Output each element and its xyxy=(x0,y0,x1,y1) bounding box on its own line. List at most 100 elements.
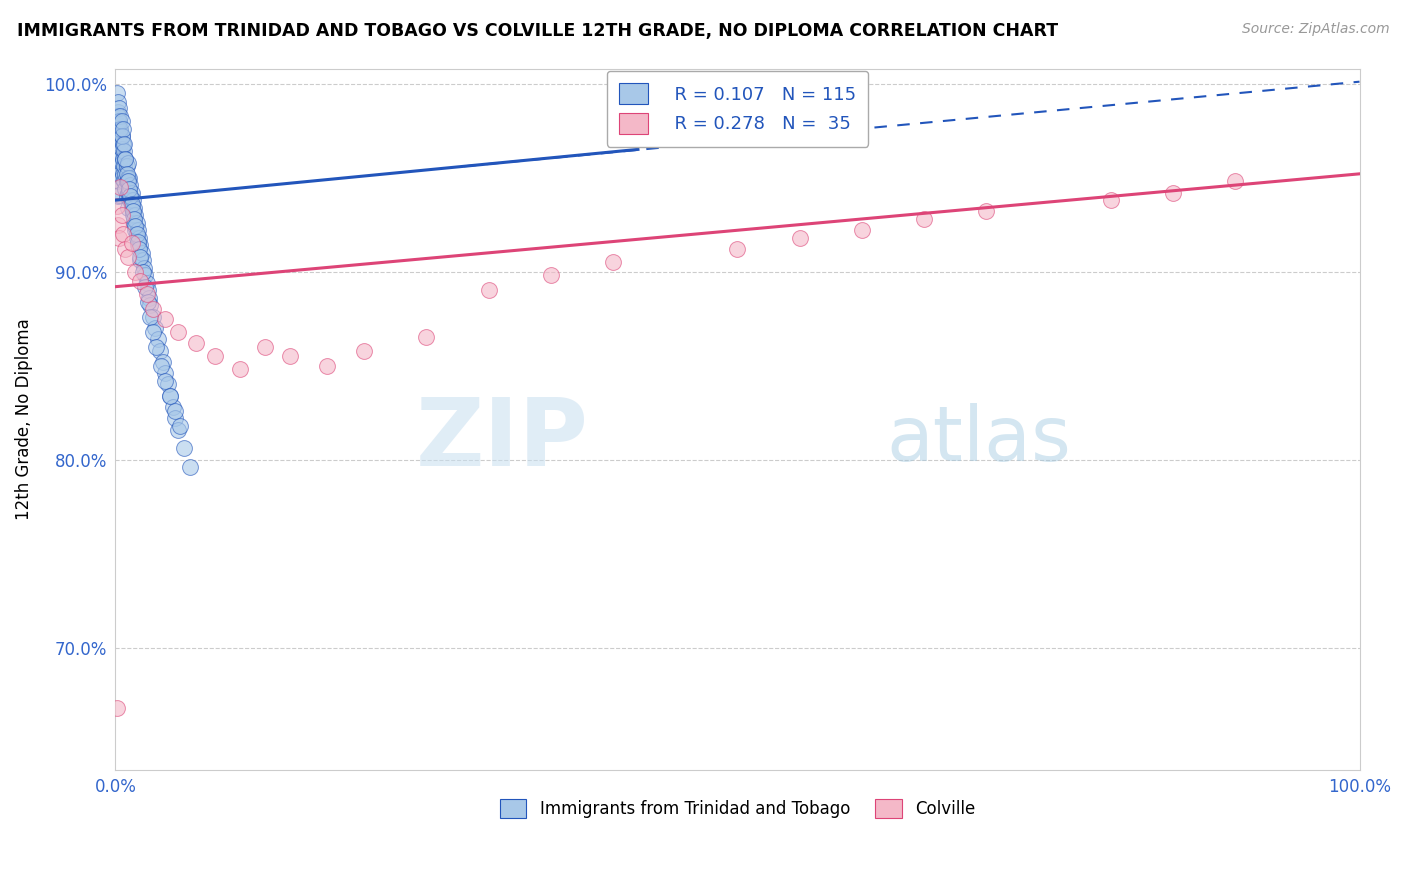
Point xyxy=(149,343,172,358)
Point xyxy=(111,136,134,151)
Point xyxy=(108,101,131,115)
Point xyxy=(124,219,146,234)
Point xyxy=(117,155,139,169)
Point xyxy=(143,321,166,335)
Point xyxy=(229,362,252,376)
Text: atlas: atlas xyxy=(887,403,1071,477)
Point xyxy=(121,208,143,222)
Point xyxy=(107,161,129,176)
Point xyxy=(110,121,132,136)
Point xyxy=(107,174,129,188)
Point xyxy=(111,121,134,136)
Point xyxy=(110,152,132,166)
Point xyxy=(111,152,134,166)
Point xyxy=(142,325,165,339)
Point xyxy=(105,199,128,213)
Point xyxy=(173,442,195,456)
Point xyxy=(118,170,141,185)
Point xyxy=(107,104,129,119)
Point xyxy=(150,359,173,373)
Text: IMMIGRANTS FROM TRINIDAD AND TOBAGO VS COLVILLE 12TH GRADE, NO DIPLOMA CORRELATI: IMMIGRANTS FROM TRINIDAD AND TOBAGO VS C… xyxy=(17,22,1057,40)
Point xyxy=(159,389,181,403)
Point xyxy=(108,174,131,188)
Text: ZIP: ZIP xyxy=(415,394,588,486)
Point xyxy=(110,167,132,181)
Point xyxy=(121,186,143,200)
Point xyxy=(136,294,159,309)
Point xyxy=(115,159,138,173)
Point xyxy=(139,298,162,312)
Point xyxy=(114,242,136,256)
Point xyxy=(108,114,131,128)
Point xyxy=(107,95,129,110)
Point xyxy=(118,182,141,196)
Point xyxy=(134,268,156,283)
Point xyxy=(110,136,132,151)
Point xyxy=(129,253,152,268)
Point xyxy=(111,208,134,222)
Point xyxy=(107,109,129,123)
Point xyxy=(851,223,873,237)
Point xyxy=(1161,186,1184,200)
Point xyxy=(108,114,131,128)
Point xyxy=(117,250,139,264)
Point xyxy=(112,145,135,159)
Point xyxy=(129,274,152,288)
Text: Source: ZipAtlas.com: Source: ZipAtlas.com xyxy=(1241,22,1389,37)
Point xyxy=(108,159,131,173)
Point xyxy=(204,349,226,363)
Point xyxy=(136,284,159,298)
Point xyxy=(155,374,177,388)
Point xyxy=(112,159,135,173)
Point xyxy=(125,227,148,241)
Point xyxy=(108,145,131,159)
Point xyxy=(115,167,138,181)
Point xyxy=(114,152,136,166)
Point xyxy=(125,216,148,230)
Point xyxy=(142,310,165,324)
Point xyxy=(278,349,301,363)
Point xyxy=(169,418,191,433)
Point xyxy=(122,201,145,215)
Point xyxy=(107,189,129,203)
Point xyxy=(117,201,139,215)
Point xyxy=(120,189,142,203)
Point xyxy=(135,287,157,301)
Point xyxy=(179,460,201,475)
Point xyxy=(152,355,174,369)
Point xyxy=(111,129,134,144)
Point xyxy=(127,238,149,252)
Point xyxy=(132,253,155,268)
Point xyxy=(165,411,187,425)
Point xyxy=(111,170,134,185)
Point xyxy=(105,86,128,100)
Point xyxy=(105,701,128,715)
Legend: Immigrants from Trinidad and Tobago, Colville: Immigrants from Trinidad and Tobago, Col… xyxy=(494,792,981,825)
Point xyxy=(120,178,142,193)
Point xyxy=(186,336,208,351)
Point xyxy=(124,208,146,222)
Point xyxy=(121,197,143,211)
Point xyxy=(120,193,142,207)
Point xyxy=(117,174,139,188)
Point xyxy=(131,245,153,260)
Point xyxy=(112,136,135,151)
Point xyxy=(107,218,129,232)
Point xyxy=(111,227,134,241)
Point xyxy=(134,279,156,293)
Point xyxy=(145,340,167,354)
Point xyxy=(110,109,132,123)
Point xyxy=(165,404,187,418)
Point xyxy=(114,152,136,166)
Point xyxy=(912,211,935,226)
Point xyxy=(118,186,141,200)
Point xyxy=(117,186,139,200)
Point xyxy=(110,123,132,137)
Point xyxy=(129,238,152,252)
Point xyxy=(132,265,155,279)
Point xyxy=(316,359,339,373)
Point xyxy=(253,340,276,354)
Point xyxy=(105,123,128,137)
Point xyxy=(155,311,177,326)
Point xyxy=(129,250,152,264)
